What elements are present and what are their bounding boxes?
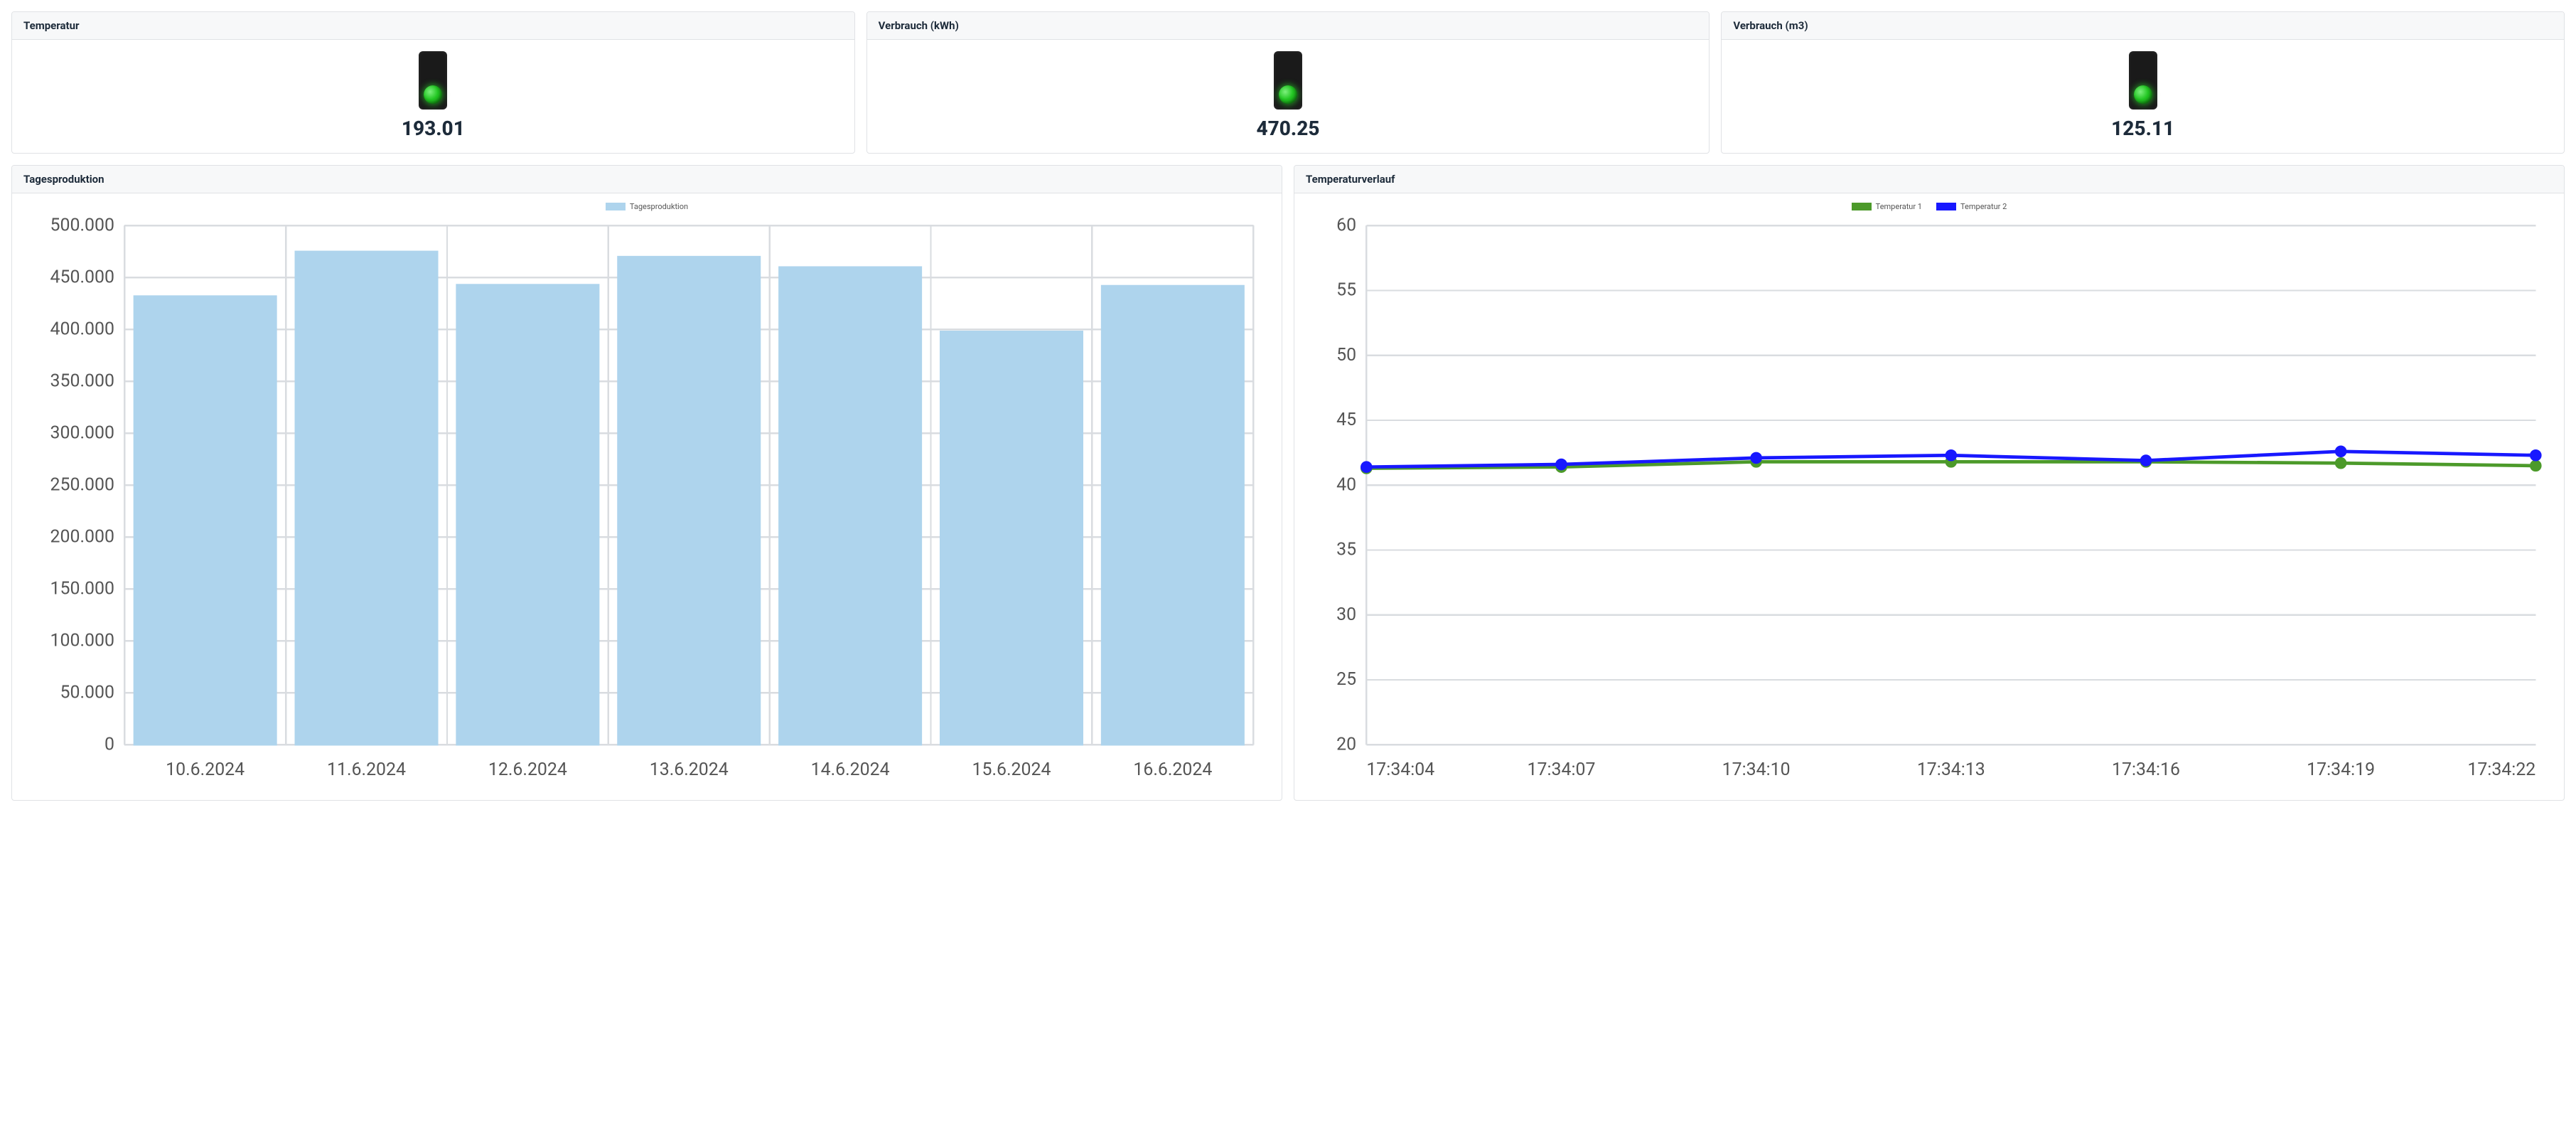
svg-text:350.000: 350.000 <box>50 370 114 391</box>
svg-text:50: 50 <box>1336 345 1356 366</box>
kpi-card-verbrauch-m3: Verbrauch (m3) 125.11 <box>1721 11 2565 154</box>
svg-text:13.6.2024: 13.6.2024 <box>650 759 729 780</box>
svg-text:300.000: 300.000 <box>50 422 114 443</box>
traffic-light-icon <box>2129 51 2157 110</box>
kpi-card-verbrauch-kwh: Verbrauch (kWh) 470.25 <box>866 11 1710 154</box>
traffic-light-icon <box>419 51 447 110</box>
svg-text:20: 20 <box>1336 734 1356 755</box>
chart-body: Temperatur 1 Temperatur 2 20 25 30 35 40 45 50… <box>1294 193 2564 800</box>
chart-title: Temperaturverlauf <box>1294 166 2564 193</box>
chart-body: Tagesproduktion 0 50.000 100.000 150.000 200… <box>12 193 1282 800</box>
legend-label: Temperatur 2 <box>1960 202 2007 211</box>
temperature-chart-card: Temperaturverlauf Temperatur 1 Temperatu… <box>1294 165 2565 801</box>
kpi-title: Verbrauch (m3) <box>1722 12 2564 40</box>
chart-title: Tagesproduktion <box>12 166 1282 193</box>
svg-text:0: 0 <box>104 734 114 755</box>
svg-text:10.6.2024: 10.6.2024 <box>166 759 245 780</box>
svg-text:200.000: 200.000 <box>50 526 114 547</box>
svg-text:14.6.2024: 14.6.2024 <box>811 759 890 780</box>
svg-text:17:34:04: 17:34:04 <box>1366 759 1434 780</box>
svg-text:17:34:16: 17:34:16 <box>2112 759 2180 780</box>
legend-swatch-icon <box>1936 203 1956 210</box>
svg-text:50.000: 50.000 <box>60 682 114 703</box>
production-chart-card: Tagesproduktion Tagesproduktion 0 50.000 1… <box>11 165 1282 801</box>
legend-swatch-icon <box>606 203 626 210</box>
chart-legend: Temperatur 1 Temperatur 2 <box>1306 202 2553 211</box>
svg-text:450.000: 450.000 <box>50 267 114 287</box>
legend-item: Tagesproduktion <box>606 202 688 211</box>
charts-row: Tagesproduktion Tagesproduktion 0 50.000 1… <box>11 165 2565 801</box>
bar-chart: 0 50.000 100.000 150.000 200.000 250.000 300.0… <box>23 215 1270 789</box>
svg-text:17:34:13: 17:34:13 <box>1917 759 1985 780</box>
svg-text:11.6.2024: 11.6.2024 <box>327 759 406 780</box>
svg-text:100.000: 100.000 <box>50 630 114 651</box>
svg-text:500.000: 500.000 <box>50 215 114 235</box>
kpi-value: 193.01 <box>402 117 465 140</box>
line-chart: 20 25 30 35 40 45 50 55 60 17:34:04 17:34:07 17:34:… <box>1306 215 2553 789</box>
chart-legend: Tagesproduktion <box>23 202 1270 211</box>
svg-text:25: 25 <box>1336 669 1356 690</box>
kpi-card-temperatur: Temperatur 193.01 <box>11 11 855 154</box>
kpi-body: 193.01 <box>12 40 854 153</box>
kpi-value: 470.25 <box>1256 117 1319 140</box>
svg-text:55: 55 <box>1336 280 1356 301</box>
legend-label: Temperatur 1 <box>1876 202 1922 211</box>
svg-text:16.6.2024: 16.6.2024 <box>1133 759 1212 780</box>
svg-text:15.6.2024: 15.6.2024 <box>972 759 1051 780</box>
svg-text:30: 30 <box>1336 604 1356 625</box>
kpi-row: Temperatur 193.01 Verbrauch (kWh) 470.25… <box>11 11 2565 154</box>
svg-text:45: 45 <box>1336 410 1356 430</box>
kpi-body: 125.11 <box>1722 40 2564 153</box>
svg-text:35: 35 <box>1336 540 1356 560</box>
svg-text:400.000: 400.000 <box>50 319 114 339</box>
kpi-title: Verbrauch (kWh) <box>867 12 1710 40</box>
traffic-light-icon <box>1274 51 1302 110</box>
svg-text:60: 60 <box>1336 215 1356 235</box>
svg-text:150.000: 150.000 <box>50 578 114 599</box>
svg-text:12.6.2024: 12.6.2024 <box>488 759 567 780</box>
svg-text:17:34:19: 17:34:19 <box>2307 759 2375 780</box>
kpi-body: 470.25 <box>867 40 1710 153</box>
kpi-title: Temperatur <box>12 12 854 40</box>
legend-swatch-icon <box>1852 203 1872 210</box>
legend-label: Tagesproduktion <box>630 202 688 211</box>
svg-text:17:34:07: 17:34:07 <box>1528 759 1596 780</box>
svg-text:40: 40 <box>1336 474 1356 495</box>
svg-text:17:34:10: 17:34:10 <box>1722 759 1791 780</box>
legend-item: Temperatur 1 <box>1852 202 1922 211</box>
kpi-value: 125.11 <box>2111 117 2174 140</box>
legend-item: Temperatur 2 <box>1936 202 2007 211</box>
svg-text:250.000: 250.000 <box>50 474 114 495</box>
svg-text:17:34:22: 17:34:22 <box>2467 759 2535 780</box>
